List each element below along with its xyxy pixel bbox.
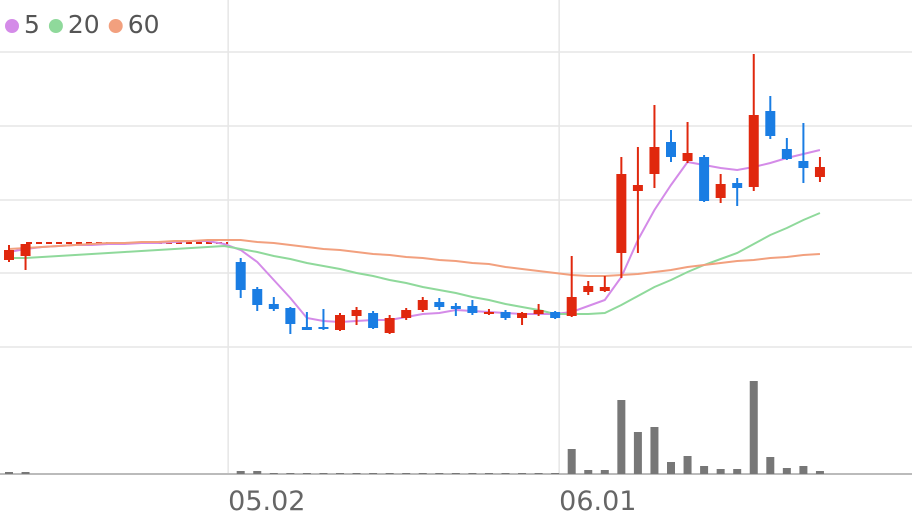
candle-body bbox=[20, 244, 31, 256]
candle-body bbox=[368, 313, 379, 328]
volume-bar bbox=[534, 473, 543, 474]
candle-body bbox=[699, 157, 710, 201]
candle-body bbox=[616, 174, 627, 253]
candle-body bbox=[384, 318, 395, 333]
legend-marker bbox=[108, 19, 123, 33]
candle-body bbox=[285, 308, 296, 324]
grid bbox=[0, 0, 912, 474]
candle-body bbox=[268, 304, 279, 309]
legend-label: 5 bbox=[24, 10, 40, 39]
volume-bar bbox=[402, 473, 411, 474]
volume-bar bbox=[336, 473, 344, 474]
candle-body bbox=[682, 153, 693, 161]
candle-body bbox=[566, 297, 577, 316]
x-tick-label: 05.02 bbox=[228, 486, 305, 517]
candle-body bbox=[500, 312, 511, 318]
legend-marker bbox=[48, 19, 63, 33]
volume-bar bbox=[567, 449, 576, 474]
volume-bar bbox=[385, 473, 394, 474]
volume-bar bbox=[21, 472, 30, 474]
candle-body bbox=[533, 310, 544, 314]
candle-body bbox=[798, 161, 809, 168]
volume-bar bbox=[600, 470, 609, 474]
volume-bar bbox=[501, 473, 510, 474]
volume-bar bbox=[269, 473, 278, 474]
volume-bar bbox=[749, 381, 758, 474]
candle-body bbox=[599, 287, 610, 291]
candle-body bbox=[252, 289, 263, 305]
volume-bar bbox=[782, 468, 791, 474]
volume-bar bbox=[650, 427, 659, 474]
volume-bar bbox=[766, 457, 775, 474]
candle-body bbox=[467, 306, 478, 313]
candle-body bbox=[517, 313, 528, 318]
candle-body bbox=[732, 183, 743, 188]
volume-bar bbox=[369, 473, 378, 474]
volume-bar bbox=[302, 473, 311, 474]
candle-body bbox=[450, 306, 461, 309]
candle-body bbox=[4, 250, 14, 260]
legend-label: 60 bbox=[128, 10, 160, 39]
candle-body bbox=[301, 327, 312, 330]
volume-bar bbox=[253, 471, 262, 474]
volume-bar bbox=[633, 432, 642, 474]
candle-body bbox=[318, 327, 329, 329]
volume-bar bbox=[468, 473, 477, 474]
candle-body bbox=[235, 262, 246, 290]
volume-bar bbox=[815, 471, 824, 474]
candle-body bbox=[335, 315, 345, 330]
candle-body bbox=[550, 312, 561, 318]
volume-bar bbox=[584, 470, 593, 474]
volume-bar bbox=[352, 473, 361, 474]
ma-line bbox=[8, 239, 821, 277]
candle-body bbox=[632, 185, 643, 191]
volume-bar bbox=[451, 473, 460, 474]
candle-body bbox=[434, 302, 445, 307]
legend-label: 20 bbox=[68, 10, 100, 39]
candle-body bbox=[666, 142, 676, 157]
volume-bar bbox=[683, 456, 692, 474]
volume-bar bbox=[5, 472, 13, 474]
candle-body bbox=[483, 312, 494, 314]
candle-body bbox=[748, 115, 759, 187]
volume-bar bbox=[236, 471, 245, 474]
candle-body bbox=[814, 167, 825, 177]
x-tick-label: 06.01 bbox=[559, 486, 636, 517]
candle-body bbox=[715, 184, 726, 198]
volume-bar bbox=[418, 473, 427, 474]
candle-body bbox=[351, 310, 362, 316]
volume-bar bbox=[716, 469, 725, 474]
candle-body bbox=[401, 310, 412, 318]
ma-line bbox=[8, 149, 821, 324]
volume-bar bbox=[319, 473, 328, 474]
volume-bar bbox=[667, 462, 675, 474]
candle-body bbox=[417, 300, 428, 310]
volume-bar bbox=[518, 473, 527, 474]
volume-bar bbox=[435, 473, 444, 474]
ma-line bbox=[9, 212, 821, 315]
candle-body bbox=[781, 149, 792, 159]
candle-body bbox=[583, 286, 594, 292]
volume-bar bbox=[700, 466, 709, 474]
candle-body bbox=[765, 111, 776, 136]
volume-bar bbox=[484, 473, 493, 474]
volume-bar bbox=[799, 466, 808, 474]
volume-bar bbox=[286, 473, 295, 474]
volume-bar bbox=[551, 473, 560, 474]
candle-body bbox=[649, 147, 660, 174]
legend-marker bbox=[5, 19, 19, 33]
volume-bar bbox=[617, 400, 626, 474]
volume-bar bbox=[733, 469, 742, 474]
